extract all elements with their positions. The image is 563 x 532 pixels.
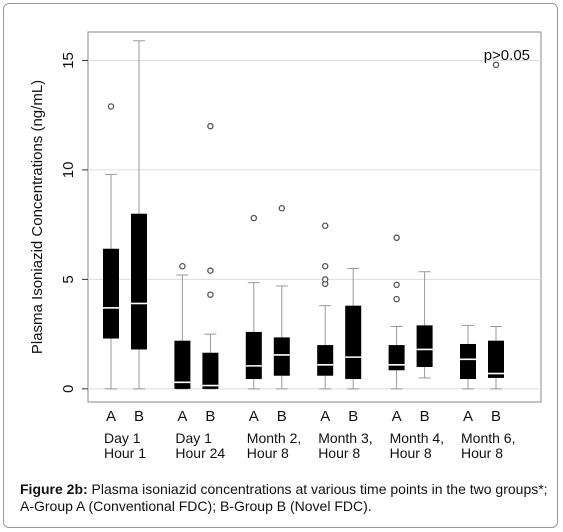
category-label-line2: Hour 24 — [175, 445, 225, 461]
outlier-point — [278, 204, 286, 212]
p-value-annotation: p>0.05 — [484, 47, 530, 64]
box — [103, 248, 119, 339]
group-label: B — [134, 408, 144, 425]
category-label-line1: Month 4, — [390, 430, 444, 446]
group-label: A — [320, 408, 330, 425]
group-label: A — [106, 408, 116, 425]
outlier-point — [250, 214, 258, 222]
category-label-line2: Hour 8 — [390, 445, 432, 461]
box — [273, 337, 290, 376]
y-tick-label: 5 — [60, 275, 77, 283]
box — [345, 305, 362, 380]
group-label: B — [491, 408, 501, 425]
outlier-point — [107, 103, 115, 110]
box — [317, 345, 334, 376]
category-label-line2: Hour 8 — [461, 445, 503, 461]
group-label: B — [205, 408, 215, 425]
group-label: B — [348, 408, 358, 425]
outlier-point — [393, 295, 400, 303]
box — [388, 345, 405, 371]
figure-frame — [3, 3, 558, 528]
y-tick-label: 0 — [60, 385, 77, 393]
outlier-point — [321, 276, 329, 283]
category-label-line1: Month 2, — [247, 430, 301, 446]
outlier-point — [207, 122, 214, 130]
category-label-line1: Day 1 — [104, 430, 141, 446]
box — [245, 331, 262, 380]
category-label-line2: Hour 8 — [318, 445, 360, 461]
y-axis-label: Plasma Isoniazid Concentrations (ng/mL) — [29, 80, 46, 354]
box — [202, 352, 219, 389]
group-label: B — [277, 408, 287, 425]
group-label: A — [249, 408, 259, 425]
category-label-line1: Month 3, — [318, 430, 372, 446]
box — [131, 213, 147, 350]
category-label-line1: Month 6, — [461, 430, 515, 446]
plot-area — [87, 31, 542, 403]
outlier-point — [492, 61, 500, 69]
group-label: B — [420, 408, 430, 425]
box — [416, 325, 433, 367]
group-label: A — [177, 408, 187, 425]
outlier-point — [179, 263, 186, 270]
box — [460, 343, 476, 380]
outlier-point — [393, 281, 400, 289]
group-label: A — [392, 408, 402, 425]
y-tick-label: 15 — [60, 52, 77, 69]
category-label-line2: Hour 8 — [247, 445, 289, 461]
caption-text: Plasma isoniazid concentrations at vario… — [20, 481, 548, 514]
outlier-point — [393, 234, 400, 242]
outlier-point — [207, 267, 214, 274]
category-label-line2: Hour 1 — [104, 445, 146, 461]
outlier-point — [321, 222, 329, 230]
caption-label: Figure 2b: — [20, 481, 88, 497]
box — [488, 340, 504, 378]
outlier-point — [207, 291, 214, 298]
y-tick-label: 10 — [60, 162, 77, 179]
figure-caption: Figure 2b: Plasma isoniazid concentratio… — [20, 481, 550, 515]
category-label-line1: Day 1 — [175, 430, 212, 446]
box-plot-chart: 0 5 10 15 Plasma Isoniazid Concentrations (n… — [29, 31, 542, 461]
group-label: A — [463, 408, 473, 425]
outlier-point — [321, 263, 329, 270]
box — [174, 340, 191, 389]
